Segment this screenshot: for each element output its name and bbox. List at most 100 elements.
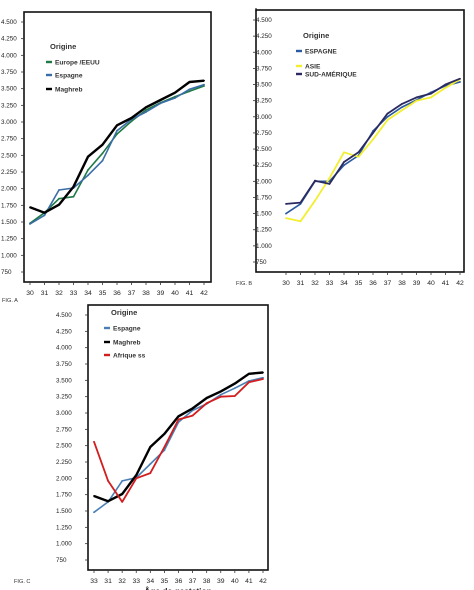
fig-b-data-point: [386, 112, 389, 115]
fig-c-x-axis-title: Âge de gestation: [144, 585, 211, 590]
fig-c-data-point: [163, 433, 166, 435]
fig-c-xtick-label: 31: [104, 578, 112, 585]
fig-c-data-point: [93, 440, 95, 443]
fig-c-data-point: [191, 407, 194, 410]
fig-c-ytick-label: 750: [56, 557, 67, 564]
fig-b-xtick-label: 35: [355, 280, 363, 287]
fig-a-data-point: [58, 197, 60, 200]
fig-c-xtick-label: 40: [231, 578, 239, 585]
fig-a-data-point: [116, 133, 118, 135]
fig-a-ytick-label: 750: [1, 269, 12, 276]
fig-a-ytick-label: 1.000: [1, 252, 17, 259]
fig-b-legend-label: ASIE: [305, 64, 321, 71]
fig-b-ytick-label: 4.000: [256, 49, 272, 56]
fig-b-ytick-label: 4.250: [256, 33, 272, 40]
fig-b-data-point: [459, 77, 461, 80]
fig-a-ytick-label: 4.250: [1, 36, 17, 43]
fig-c-data-point: [135, 474, 138, 476]
fig-b-data-point: [401, 102, 403, 105]
fig-b-data-point: [343, 164, 345, 167]
fig-c-data-point: [233, 387, 236, 390]
fig-c-data-point: [121, 493, 124, 495]
fig-b-data-point: [415, 96, 418, 99]
fig-a-ytick-label: 3.250: [1, 102, 17, 109]
fig-b-data-point: [343, 161, 345, 163]
fig-c-legend-label: Espagne: [113, 326, 141, 333]
fig-a-data-point: [116, 129, 118, 132]
fig-c-xtick-label: 32: [118, 578, 126, 585]
fig-b-data-point: [357, 155, 360, 158]
fig-a-data-point: [159, 99, 162, 101]
fig-a-xtick-label: 37: [128, 290, 136, 297]
fig-c-data-point: [93, 511, 95, 514]
fig-c-data-point: [121, 480, 124, 482]
fig-a-xtick-label: 30: [26, 290, 34, 297]
fig-a-ytick-label: 2.750: [1, 136, 17, 143]
fig-b-chart: 4.500 4.250 4.000 3.750 3.500 3.250 3.000 2.750…: [236, 9, 465, 287]
fig-c-data-point: [163, 446, 166, 448]
fig-b-data-point: [285, 203, 287, 205]
fig-b-data-point: [299, 220, 302, 223]
fig-a-ytick-label: 3.000: [1, 119, 17, 126]
fig-c-frame: [87, 304, 269, 571]
fig-a-data-point: [72, 185, 75, 188]
fig-b-data-point: [314, 199, 316, 202]
fig-a-xtick-label: 31: [41, 290, 49, 297]
fig-b-data-point: [430, 96, 432, 99]
fig-c-xtick-label: 33: [132, 578, 140, 585]
fig-a-xtick-label: 39: [157, 290, 165, 297]
fig-b-ytick-label: 2.500: [256, 146, 272, 153]
fig-b-ytick-label: 1.750: [256, 194, 272, 201]
fig-c-figure-label: FIG. C: [14, 579, 30, 585]
fig-c-data-point: [262, 378, 264, 380]
fig-c-ytick-label: 3.500: [56, 377, 72, 384]
fig-c-data-point: [248, 372, 250, 375]
fig-a-xtick-label: 32: [55, 290, 63, 297]
fig-c-ytick-label: 2.750: [56, 426, 72, 433]
fig-a-ytick-label: 2.500: [1, 152, 17, 159]
fig-a-legend-label: Europe /EEUU: [55, 60, 100, 67]
fig-c-data-point: [177, 418, 180, 421]
fig-b-ytick-label: 750: [256, 259, 267, 266]
fig-c-data-point: [205, 402, 208, 405]
fig-a-xtick-label: 36: [113, 290, 121, 297]
fig-c-legend-label: Maghreb: [113, 340, 140, 347]
fig-a-data-point: [174, 97, 176, 99]
fig-a-data-point: [188, 88, 191, 91]
fig-a-ytick-label: 4.000: [1, 52, 17, 59]
fig-b-data-point: [444, 86, 447, 89]
fig-b-ytick-label: 1.000: [256, 243, 272, 250]
fig-a-data-point: [203, 79, 205, 82]
fig-b-legend-label: ESPAGNE: [305, 49, 337, 56]
fig-a-xtick-label: 40: [171, 290, 179, 297]
fig-a-xtick-label: 38: [142, 290, 150, 297]
fig-a-ytick-label: 3.750: [1, 69, 17, 76]
fig-a-data-point: [29, 206, 31, 209]
fig-b-xtick-label: 41: [442, 280, 450, 287]
fig-a-data-point: [58, 203, 60, 206]
fig-c-ytick-label: 2.500: [56, 443, 72, 450]
fig-c-xtick-label: 35: [161, 578, 169, 585]
fig-c-ytick-label: 3.250: [56, 394, 72, 401]
fig-a-data-point: [188, 81, 191, 83]
fig-b-data-point: [372, 132, 374, 134]
fig-a-figure-label: FIG. A: [2, 298, 18, 304]
fig-a-data-point: [116, 124, 118, 127]
fig-a-data-point: [101, 143, 104, 146]
fig-b-data-point: [314, 179, 316, 182]
fig-c-ytick-label: 3.750: [56, 361, 72, 368]
fig-a-data-point: [130, 120, 133, 123]
fig-b-xtick-label: 30: [282, 280, 290, 287]
fig-b-ytick-label: 4.500: [256, 17, 272, 24]
fig-c-data-point: [121, 500, 124, 503]
fig-c-data-point: [205, 397, 208, 399]
fig-c-ytick-label: 4.250: [56, 328, 72, 335]
fig-b-legend-label: SUD-AMÉRIQUE: [305, 70, 357, 79]
fig-a-legend-title: Origine: [50, 42, 76, 51]
fig-a-xtick-label: 33: [70, 290, 78, 297]
fig-b-legend-title: Origine: [303, 31, 329, 40]
fig-c-data-point: [262, 371, 264, 374]
fig-c-data-point: [93, 495, 95, 497]
fig-a-data-point: [145, 109, 147, 111]
